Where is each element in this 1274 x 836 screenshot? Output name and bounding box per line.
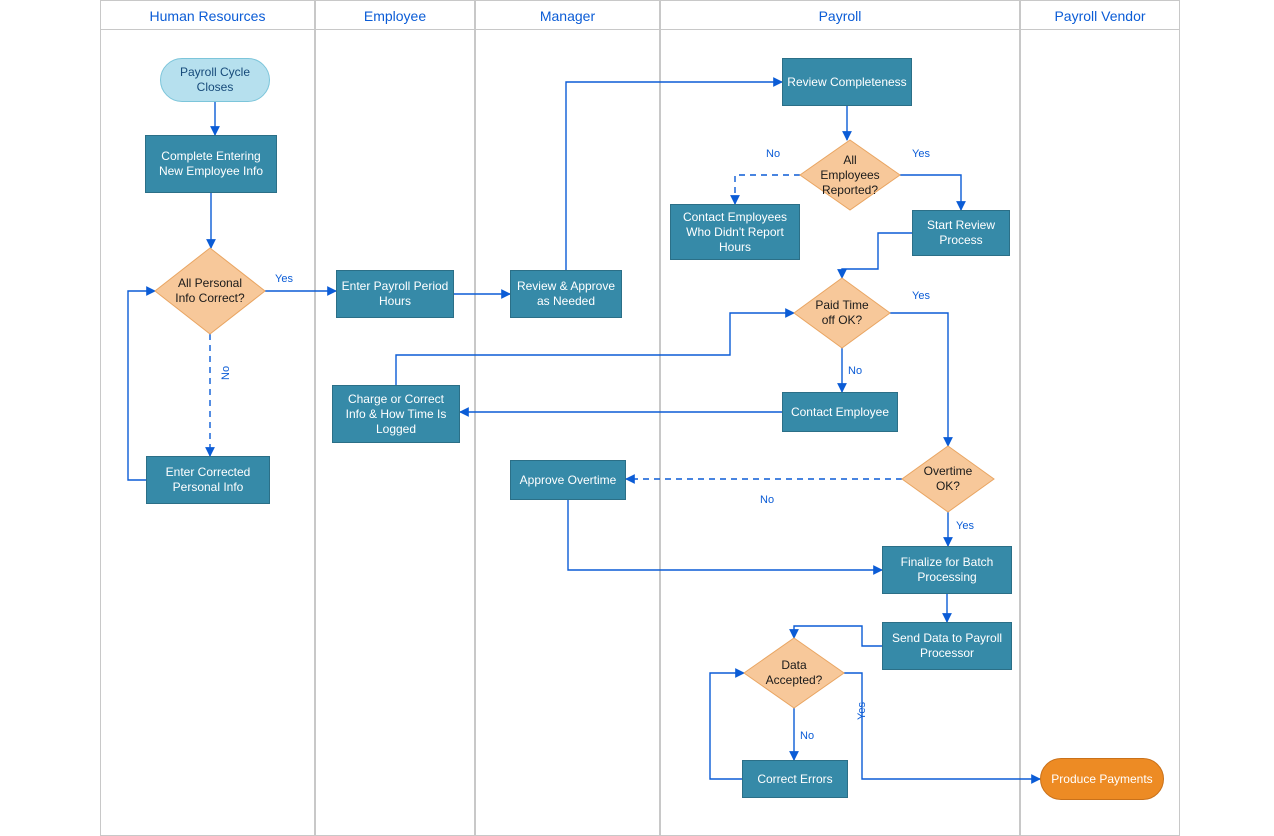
node-start_rev: Start Review Process: [912, 210, 1010, 256]
edge-label-ot_ok-finalize: Yes: [956, 520, 974, 532]
node-rev_comp: Review Completeness: [782, 58, 912, 106]
lane-body-mgr: [475, 30, 660, 836]
edge-label-ot_ok-approve_ot: No: [760, 494, 774, 506]
node-approve_ot: Approve Overtime: [510, 460, 626, 500]
lane-header-emp: Employee: [315, 0, 475, 30]
edge-label-pi_correct-enter_hours: Yes: [275, 273, 293, 285]
node-enter_hours: Enter Payroll Period Hours: [336, 270, 454, 318]
edge-label-pi_correct-enter_corr: No: [220, 366, 232, 380]
edge-label-data_acc-produce: Yes: [856, 702, 868, 720]
edge-label-all_rep-contact_nr: No: [766, 148, 780, 160]
lane-header-hr: Human Resources: [100, 0, 315, 30]
node-contact_emp: Contact Employee: [782, 392, 898, 432]
edge-label-paid_ok-ot_ok: Yes: [912, 290, 930, 302]
node-contact_nr: Contact Employees Who Didn't Report Hour…: [670, 204, 800, 260]
lane-header-payroll: Payroll: [660, 0, 1020, 30]
node-review_apr: Review & Approve as Needed: [510, 270, 622, 318]
lane-header-vendor: Payroll Vendor: [1020, 0, 1180, 30]
lane-body-payroll: [660, 30, 1020, 836]
edge-label-data_acc-corr_err: No: [800, 730, 814, 742]
edge-label-all_rep-start_rev: Yes: [912, 148, 930, 160]
node-send_data: Send Data to Payroll Processor: [882, 622, 1012, 670]
node-enter_corr: Enter Corrected Personal Info: [146, 456, 270, 504]
node-enter_new: Complete Entering New Employee Info: [145, 135, 277, 193]
lane-body-vendor: [1020, 30, 1180, 836]
node-start: Payroll Cycle Closes: [160, 58, 270, 102]
node-charge_corr: Charge or Correct Info & How Time Is Log…: [332, 385, 460, 443]
node-produce: Produce Payments: [1040, 758, 1164, 800]
node-corr_err: Correct Errors: [742, 760, 848, 798]
node-finalize: Finalize for Batch Processing: [882, 546, 1012, 594]
edge-label-paid_ok-contact_emp: No: [848, 365, 862, 377]
lane-header-mgr: Manager: [475, 0, 660, 30]
